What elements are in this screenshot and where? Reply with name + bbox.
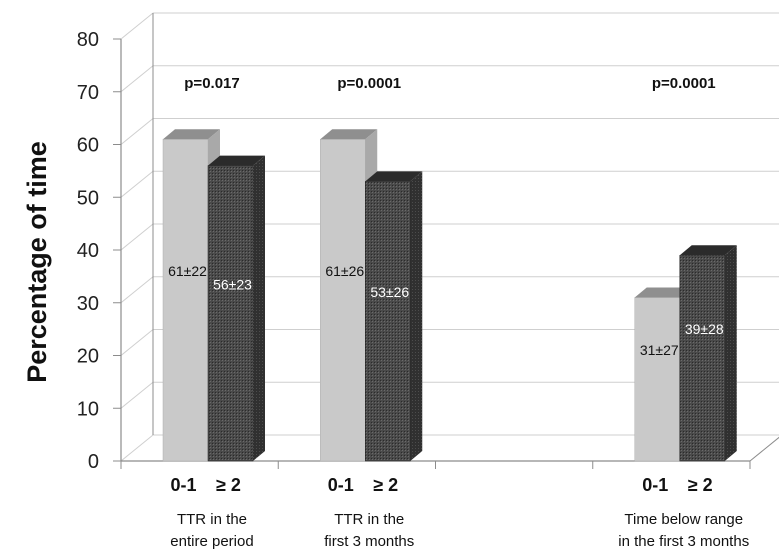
gridline (120, 12, 779, 40)
bar (679, 245, 737, 462)
data-label: 61±22 (168, 263, 207, 279)
gridline (120, 65, 779, 93)
floor-edge (749, 436, 779, 462)
gridline (120, 118, 779, 145)
y-tick-label: 50 (77, 187, 99, 209)
p-value-label: p=0.0001 (337, 75, 401, 92)
data-label: 31±27 (640, 342, 679, 358)
category-label: TTR in the (177, 511, 247, 528)
y-tick-labels: 0 10 20 30 40 50 60 70 80 (77, 29, 99, 473)
category-label: first 3 months (324, 533, 414, 550)
category-label: entire period (170, 533, 253, 550)
x-sub-label: ≥ 2 (216, 475, 241, 495)
p-value-label: p=0.0001 (652, 75, 716, 92)
x-sub-label: ≥ 2 (373, 475, 398, 495)
y-tick-label: 30 (77, 293, 99, 315)
category-label: Time below range (624, 511, 743, 528)
x-sub-label: ≥ 2 (688, 475, 713, 495)
data-label: 39±28 (685, 321, 724, 337)
y-tick-label: 20 (77, 346, 99, 368)
bar-group (320, 129, 423, 462)
y-tick-label: 60 (77, 135, 99, 157)
category-label: TTR in the (334, 511, 404, 528)
bars (162, 129, 737, 462)
y-tick-label: 70 (77, 82, 99, 104)
p-value-label: p=0.017 (184, 75, 239, 92)
data-label: 61±26 (325, 263, 364, 279)
y-axis-label: Percentage of time (22, 141, 52, 383)
y-tick-label: 40 (77, 240, 99, 262)
labels: 61±22 0-1 56±23 ≥ 2 p=0.017 TTR in the entire … (168, 75, 749, 550)
y-tick-label: 0 (88, 451, 99, 473)
data-label: 53±26 (370, 284, 409, 300)
y-tick-label: 10 (77, 398, 99, 420)
x-sub-label: 0-1 (642, 475, 668, 495)
x-sub-label: 0-1 (170, 475, 196, 495)
x-sub-label: 0-1 (328, 475, 354, 495)
bar-group (634, 245, 737, 462)
data-label: 56±23 (213, 276, 252, 292)
bar (207, 155, 265, 462)
bar (365, 171, 423, 462)
bar-group (162, 129, 265, 462)
y-tick-label: 80 (77, 29, 99, 51)
category-label: in the first 3 months (618, 533, 749, 550)
